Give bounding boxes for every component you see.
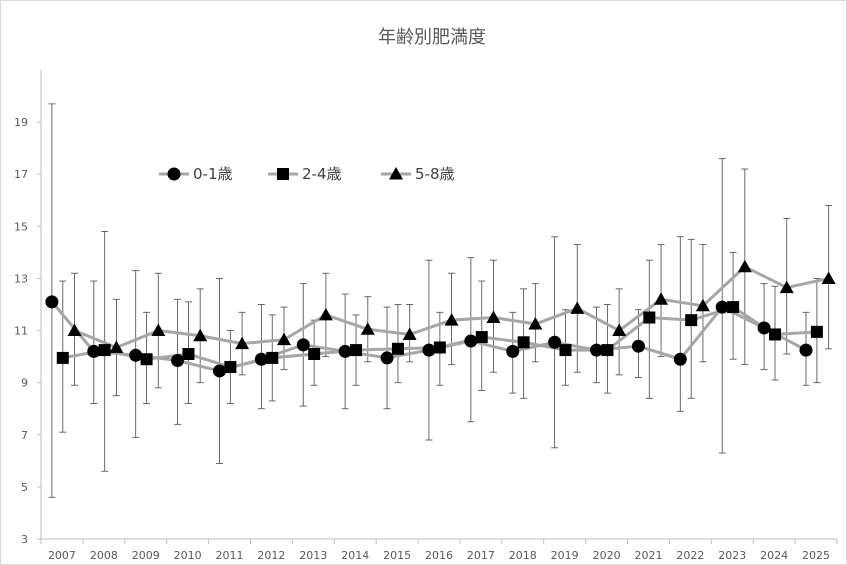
x-tick-label: 2008 [90,549,118,562]
data-point-triangle [570,301,585,314]
data-point-circle [548,335,562,349]
y-tick-label: 17 [14,168,28,181]
y-tick-label: 15 [14,220,28,233]
data-point-circle [799,343,813,357]
data-point-circle [506,344,520,358]
data-point-triangle [402,327,417,340]
data-point-square [98,344,111,357]
y-tick-label: 3 [21,533,28,546]
axes: 3 5 7 9 11 13 15 17 19 2007 2008 2009 2010 2011 2012 20… [14,70,838,562]
y-tick-label: 9 [21,377,28,390]
data-point-square [391,342,404,355]
data-point-square [601,344,614,357]
data-point-square [517,336,530,349]
data-point-triangle [193,328,208,342]
data-point-circle [631,339,645,353]
data-point-triangle [318,307,333,321]
data-point-triangle [612,323,627,337]
data-point-circle [296,338,310,352]
data-point-circle [380,351,394,365]
x-tick-label: 2014 [341,549,369,562]
data-point-square [475,331,488,344]
data-point-circle [673,352,687,366]
data-point-triangle [737,259,752,273]
data-point-square [350,344,363,357]
data-point-circle [338,344,352,358]
data-point-circle [590,343,604,357]
legend-label: 5-8歳 [415,165,455,183]
data-point-circle [45,295,59,309]
legend-label: 0-1歳 [193,165,233,183]
x-tick-label: 2021 [634,549,662,562]
x-tick-label: 2007 [48,549,76,562]
x-tick-label: 2017 [467,549,495,562]
x-tick-label: 2011 [216,549,244,562]
legend-marker-circle [167,167,181,181]
data-point-circle [464,334,478,348]
data-point-triangle [67,323,82,337]
data-point-triangle [654,292,669,305]
data-point-square [768,328,781,341]
legend-marker-triangle [389,167,403,180]
data-point-triangle [109,340,124,353]
data-point-square [266,351,279,364]
data-point-triangle [821,271,836,284]
data-point-square [182,348,195,361]
y-tick-label: 19 [14,116,28,129]
data-point-circle [212,364,226,378]
series-markers [45,259,836,378]
data-point-circle [254,352,268,366]
data-point-triangle [528,317,543,330]
data-point-square [559,344,572,357]
data-point-triangle [444,313,459,326]
data-point-triangle [779,280,794,294]
data-point-triangle [486,310,501,324]
legend-marker-square [277,168,289,180]
y-tick-label: 11 [14,325,28,338]
x-tick-label: 2019 [551,549,579,562]
x-tick-label: 2010 [174,549,202,562]
y-tick-label: 7 [21,429,28,442]
data-point-triangle [695,298,710,312]
x-tick-label: 2025 [802,549,830,562]
data-point-circle [129,348,143,362]
y-tick-label: 13 [14,272,28,285]
x-tick-label: 2009 [132,549,160,562]
data-point-triangle [360,322,375,335]
data-point-triangle [276,332,291,346]
legend-label: 2-4歳 [302,165,342,183]
x-tick-label: 2020 [593,549,621,562]
data-point-triangle [235,336,250,350]
x-tick-label: 2023 [718,549,746,562]
data-point-square [308,348,321,361]
data-point-square [685,314,698,327]
data-point-square [727,301,740,314]
data-point-triangle [151,323,166,337]
data-point-circle [422,343,436,357]
x-tick-label: 2018 [509,549,537,562]
x-tick-label: 2013 [299,549,327,562]
data-point-square [140,353,153,366]
x-tick-label: 2015 [383,549,411,562]
data-point-circle [757,321,771,335]
data-point-square [433,341,446,354]
x-tick-label: 2012 [257,549,285,562]
x-tick-label: 2024 [760,549,788,562]
data-point-square [56,351,69,364]
data-point-square [810,325,823,338]
legend: 0-1歳 2-4歳 5-8歳 [159,165,455,183]
data-point-square [224,361,237,374]
x-tick-label: 2022 [676,549,704,562]
data-point-circle [171,354,185,368]
data-point-circle [715,300,729,314]
y-tick-label: 5 [21,481,28,494]
data-point-square [643,311,656,324]
chart-title: 年齢別肥満度 [378,27,486,48]
data-point-circle [87,344,101,358]
x-tick-label: 2016 [425,549,453,562]
